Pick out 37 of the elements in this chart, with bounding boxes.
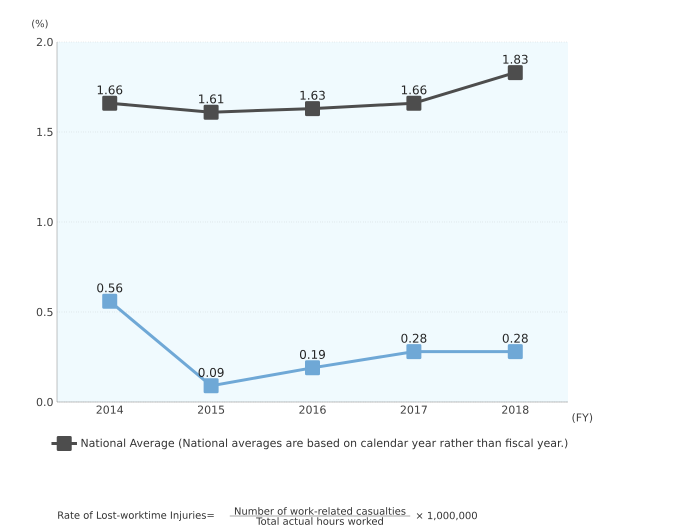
data-label: 1.83 xyxy=(503,54,528,64)
data-label: 0.56 xyxy=(97,283,122,292)
point xyxy=(508,344,523,360)
y-tick-label: 1.5 xyxy=(37,128,53,136)
point xyxy=(102,96,118,111)
point xyxy=(305,360,320,376)
point xyxy=(406,344,422,360)
data-label: 0.28 xyxy=(401,334,426,343)
data-label: 0.28 xyxy=(502,334,528,343)
y-tick-label: 2.0 xyxy=(36,38,53,46)
x-tick-label: 2015 xyxy=(198,406,224,414)
data-label: 1.61 xyxy=(199,94,224,104)
x-tick-label: 2014 xyxy=(96,406,124,414)
y-tick-label: 0.0 xyxy=(36,398,53,406)
point xyxy=(305,101,320,116)
point xyxy=(508,65,523,80)
data-label: 1.63 xyxy=(300,90,325,100)
text: × 1,000,000 xyxy=(416,512,477,520)
text: Rate of Lost-worktime Injuries= xyxy=(58,511,214,521)
y-tick-label: 1.0 xyxy=(37,218,53,226)
data-label: 0.19 xyxy=(300,350,325,359)
x-tick-label: 2018 xyxy=(502,406,528,414)
text: Number of work-related casualties xyxy=(234,507,406,515)
y-axis-title: (%) xyxy=(32,20,48,28)
point xyxy=(406,96,422,111)
y-tick-label: 0.5 xyxy=(36,308,53,316)
x-tick-label: 2017 xyxy=(400,406,427,414)
point xyxy=(204,104,219,120)
data-label: 1.66 xyxy=(98,85,122,94)
data-label: 1.66 xyxy=(402,85,426,94)
data-label: 0.09 xyxy=(198,368,224,377)
x-axis-title: (FY) xyxy=(572,413,592,423)
point xyxy=(102,294,118,309)
point xyxy=(204,378,219,394)
text: Total actual hours worked xyxy=(256,517,383,525)
x-tick-label: 2016 xyxy=(299,406,326,414)
legend-label: National Average (National averages are based on calendar year rather than fiscal year.) xyxy=(82,438,568,450)
